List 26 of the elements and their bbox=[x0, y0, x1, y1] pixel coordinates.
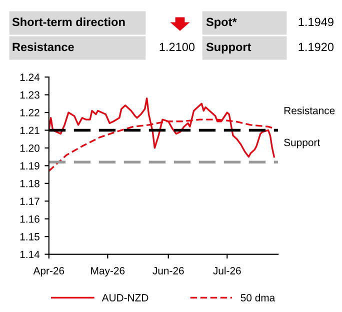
ref-line-label: Support bbox=[284, 138, 320, 148]
y-tick-label: 1.16 bbox=[20, 215, 40, 223]
x-tick-label: Jul-26 bbox=[213, 266, 241, 274]
legend-label: 50 dma bbox=[240, 294, 276, 302]
y-tick-label: 1.21 bbox=[20, 126, 40, 134]
y-tick-label: 1.20 bbox=[20, 144, 40, 152]
text: Spot* bbox=[206, 18, 237, 28]
ref-line-label: Resistance bbox=[284, 106, 335, 114]
text: 1.2100 bbox=[160, 42, 195, 52]
text: 1.1920 bbox=[298, 42, 334, 52]
legend-label: AUD-NZD bbox=[102, 294, 148, 302]
y-tick-label: 1.24 bbox=[20, 74, 40, 81]
y-tick-label: 1.19 bbox=[20, 162, 40, 170]
text: 1.1949 bbox=[298, 18, 334, 26]
y-tick-label: 1.17 bbox=[20, 198, 40, 205]
y-tick-label: 1.18 bbox=[20, 180, 40, 188]
x-tick-label: May-26 bbox=[91, 267, 125, 276]
text: Support bbox=[206, 42, 252, 54]
y-tick-label: 1.23 bbox=[20, 91, 40, 99]
x-tick-label: Apr-26 bbox=[33, 267, 64, 276]
y-tick-label: 1.15 bbox=[20, 233, 40, 240]
y-tick-label: 1.14 bbox=[20, 250, 40, 258]
text: Resistance bbox=[12, 42, 74, 52]
text: Short-term direction bbox=[12, 18, 125, 26]
x-tick-label: Jun-26 bbox=[152, 267, 184, 274]
y-tick-label: 1.22 bbox=[20, 109, 40, 116]
